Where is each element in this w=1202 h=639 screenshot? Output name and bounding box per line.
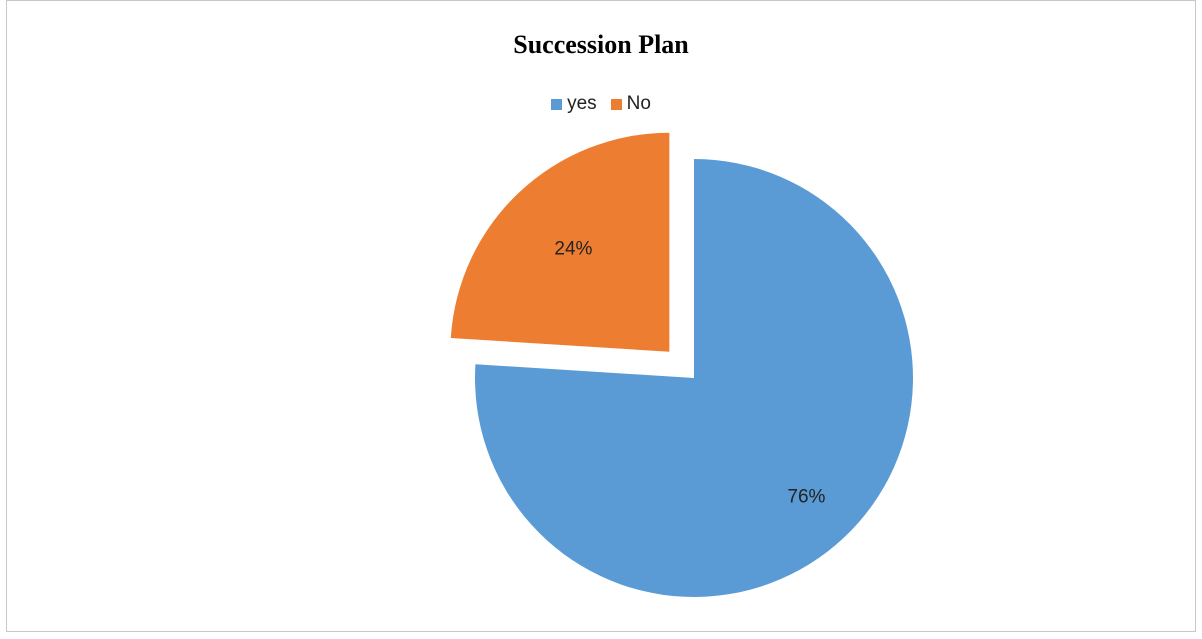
legend-label-yes: yes — [567, 93, 597, 114]
chart-title: Succession Plan — [513, 30, 689, 59]
legend-item-yes: yes — [551, 93, 597, 115]
legend-item-no: No — [610, 93, 651, 115]
pie-slice-no — [450, 132, 670, 352]
data-label-yes: 76% — [787, 487, 825, 508]
legend-label-no: No — [626, 93, 651, 114]
legend-swatch-yes — [551, 98, 563, 110]
pie-slice-yes — [474, 159, 913, 597]
legend-swatch-no — [610, 98, 622, 110]
data-label-no: 24% — [554, 239, 592, 260]
legend: yes No — [0, 93, 1202, 115]
